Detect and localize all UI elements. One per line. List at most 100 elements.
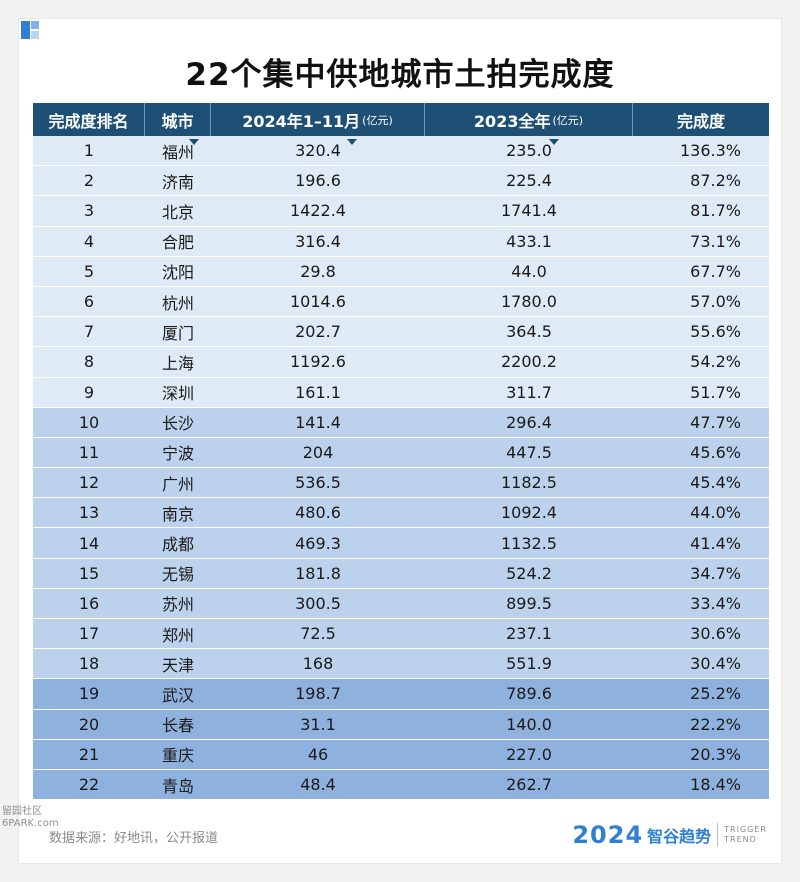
- table-row: 13 南京 480.6 1092.4 44.0%: [33, 498, 769, 529]
- cell-2023: 1182.5: [501, 473, 557, 493]
- cell-completion: 81.7%: [690, 201, 741, 221]
- header-2024: 2024年1–11月 (亿元): [211, 103, 425, 136]
- cell-rank: 18: [78, 654, 100, 674]
- cell-completion: 87.2%: [690, 171, 741, 191]
- cell-rank: 5: [83, 261, 95, 281]
- chart-title: 22个集中供地城市土拍完成度: [185, 57, 615, 93]
- table-row: 12 广州 536.5 1182.5 45.4%: [33, 468, 769, 499]
- cell-2024: 181.8: [295, 563, 341, 583]
- cell-2023: 447.5: [506, 442, 552, 462]
- table-row: 7 厦门 202.7 364.5 55.6%: [33, 317, 769, 348]
- cell-completion: 47.7%: [690, 412, 741, 432]
- cell-2024: 320.4: [295, 141, 341, 161]
- cell-completion: 34.7%: [690, 563, 741, 583]
- cell-city: 无锡: [161, 565, 194, 585]
- cell-completion: 22.2%: [690, 714, 741, 734]
- cell-city: 厦门: [161, 323, 194, 343]
- caret-down-icon: [549, 139, 559, 145]
- cell-completion: 57.0%: [690, 292, 741, 312]
- cell-city: 武汉: [161, 685, 194, 705]
- table-row: 5 沈阳 29.8 44.0 67.7%: [33, 256, 769, 287]
- cell-city: 杭州: [161, 293, 194, 313]
- table-header: 完成度排名 城市 2024年1–11月 (亿元) 2023全年 (亿元) 完成度: [33, 103, 769, 136]
- cell-city: 苏州: [161, 595, 194, 615]
- cell-2023: 311.7: [506, 382, 552, 402]
- brand-year: 2024: [572, 821, 644, 849]
- infographic-card: 22个集中供地城市土拍完成度 完成度排名 城市 2024年1–11月 (亿元) 2…: [18, 18, 782, 864]
- cell-completion: 30.6%: [690, 624, 741, 644]
- cell-2024: 202.7: [295, 322, 341, 342]
- cell-2023: 551.9: [506, 654, 552, 674]
- cell-city: 北京: [161, 202, 194, 222]
- header-2023-unit: (亿元): [552, 113, 584, 127]
- cell-completion: 44.0%: [690, 503, 741, 523]
- cell-2023: 227.0: [506, 744, 552, 764]
- cell-rank: 16: [78, 593, 100, 613]
- cell-completion: 55.6%: [690, 322, 741, 342]
- cell-2024: 198.7: [295, 684, 341, 704]
- brand-divider: [717, 823, 719, 847]
- cell-2024: 316.4: [295, 231, 341, 251]
- cell-completion: 45.4%: [690, 473, 741, 493]
- header-2023-label: 2023全年: [473, 111, 551, 131]
- cell-city: 合肥: [161, 233, 194, 253]
- cell-city: 广州: [161, 474, 194, 494]
- table-row: 18 天津 168 551.9 30.4%: [33, 649, 769, 680]
- cell-rank: 3: [83, 201, 95, 221]
- cell-2023: 789.6: [506, 684, 552, 704]
- watermark-line2: 6PARK.com: [2, 818, 59, 829]
- brand-corner-icon: [21, 21, 39, 39]
- cell-2023: 1092.4: [501, 503, 557, 523]
- table-row: 14 成都 469.3 1132.5 41.4%: [33, 528, 769, 559]
- brand-logo: 2024 智谷趋势 TRIGGER TREND: [572, 821, 767, 849]
- table-row: 1 福州 320.4 235.0 136.3%: [33, 136, 769, 167]
- cell-2023: 262.7: [506, 775, 552, 795]
- header-2024-label: 2024年1–11月: [242, 111, 361, 131]
- table-row: 11 宁波 204 447.5 45.6%: [33, 437, 769, 469]
- cell-completion: 18.4%: [690, 775, 741, 795]
- cell-completion: 67.7%: [690, 261, 741, 281]
- table-row: 10 长沙 141.4 296.4 47.7%: [33, 407, 769, 438]
- brand-en-line2: TREND: [724, 835, 757, 844]
- table-row: 15 无锡 181.8 524.2 34.7%: [33, 558, 769, 589]
- cell-rank: 11: [78, 442, 100, 462]
- cell-rank: 4: [83, 231, 95, 251]
- cell-2024: 469.3: [295, 533, 341, 553]
- cell-rank: 7: [83, 322, 95, 342]
- cell-rank: 21: [78, 744, 100, 764]
- cell-city: 重庆: [161, 746, 194, 766]
- cell-city: 福州: [161, 142, 194, 162]
- brand-name: 智谷趋势: [647, 827, 712, 846]
- cell-city: 郑州: [161, 625, 194, 645]
- cell-rank: 19: [78, 684, 100, 704]
- cell-2024: 300.5: [295, 593, 341, 613]
- ranking-table: 完成度排名 城市 2024年1–11月 (亿元) 2023全年 (亿元) 完成度 1…: [33, 103, 769, 801]
- cell-city: 南京: [161, 504, 194, 524]
- cell-completion: 54.2%: [690, 352, 741, 372]
- cell-city: 深圳: [161, 384, 194, 404]
- cell-rank: 10: [78, 412, 100, 432]
- cell-2024: 536.5: [295, 473, 341, 493]
- header-2023: 2023全年 (亿元): [425, 103, 633, 136]
- cell-rank: 17: [78, 624, 100, 644]
- cell-rank: 15: [78, 563, 100, 583]
- cell-completion: 41.4%: [690, 533, 741, 553]
- cell-2023: 140.0: [506, 714, 552, 734]
- table-row: 16 苏州 300.5 899.5 33.4%: [33, 588, 769, 619]
- caret-down-icon: [347, 139, 357, 145]
- cell-2024: 1422.4: [290, 201, 346, 221]
- cell-rank: 9: [83, 382, 95, 402]
- cell-2023: 524.2: [506, 563, 552, 583]
- cell-completion: 45.6%: [690, 442, 741, 462]
- cell-rank: 22: [78, 775, 100, 795]
- table-row: 20 长春 31.1 140.0 22.2%: [33, 709, 769, 740]
- table-row: 8 上海 1192.6 2200.2 54.2%: [33, 347, 769, 378]
- cell-2023: 235.0: [506, 141, 552, 161]
- data-source: 数据来源：好地讯，公开报道: [49, 831, 219, 846]
- cell-city: 长春: [161, 716, 194, 736]
- cell-city: 天津: [161, 655, 194, 675]
- cell-city: 济南: [161, 172, 194, 192]
- cell-completion: 33.4%: [690, 593, 741, 613]
- cell-rank: 6: [83, 292, 95, 312]
- cell-completion: 20.3%: [690, 744, 741, 764]
